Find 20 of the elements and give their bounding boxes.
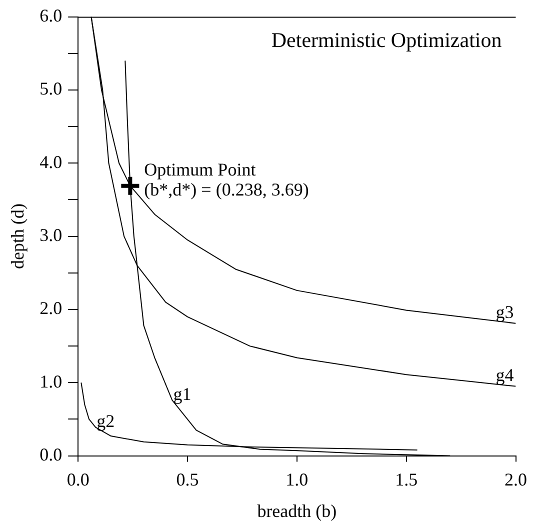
y-axis-title: depth (d) [8, 204, 28, 270]
series-label: g3 [496, 302, 514, 322]
x-tick-label: 0.0 [66, 469, 90, 490]
series-label: g4 [496, 365, 514, 386]
text: Deterministic Optimization [271, 28, 502, 52]
annotation: Optimum Point (b*,d*) = (0.238, 3.69) [144, 160, 309, 200]
y-tick-label: 4.0 [40, 152, 62, 172]
y-tick-label: 0.0 [40, 444, 62, 465]
y-tick-label: 3.0 [40, 225, 62, 246]
y-tick-label: 6.0 [40, 6, 62, 26]
x-tick-label: 2.0 [504, 469, 527, 490]
y-tick-label: 1.0 [40, 371, 62, 392]
series-label: g2 [96, 411, 115, 431]
series-label: g1 [173, 384, 192, 404]
y-tick-label: 5.0 [40, 78, 62, 99]
x-tick-label: 0.5 [176, 469, 199, 490]
x-tick-label: 1.5 [395, 469, 418, 490]
x-tick-label: 1.0 [286, 469, 308, 490]
x-axis-title: breadth (b) [257, 500, 337, 521]
y-tick-label: 2.0 [40, 298, 62, 318]
